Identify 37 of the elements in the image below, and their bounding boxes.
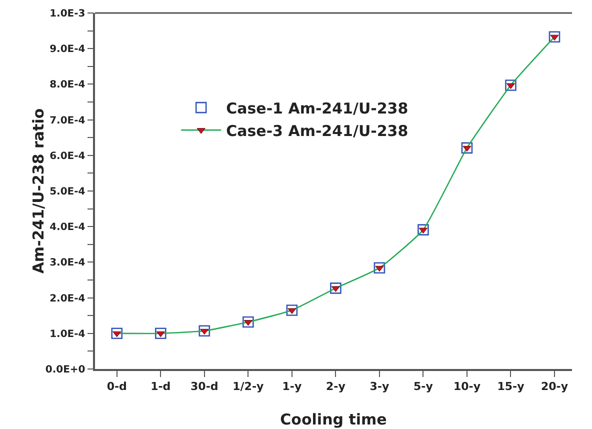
y-tick-label: 9.0E-4: [50, 44, 86, 56]
y-tick-label: 8.0E-4: [50, 80, 86, 91]
y-tick-label: 1.0E-3: [50, 8, 86, 20]
x-tick-label: 1/2-y: [232, 380, 264, 393]
y-tick-label: 4.0E-4: [50, 222, 86, 234]
x-tick-label: 30-d: [190, 380, 218, 393]
y-tick-label: 5.0E-4: [50, 186, 86, 198]
point: [374, 262, 386, 274]
x-tick-label: 20-y: [540, 380, 568, 393]
x-tick-label: 3-y: [370, 380, 390, 393]
x-tick-label: 2-y: [326, 380, 346, 393]
x-tick-label: 15-y: [497, 380, 524, 393]
point: [154, 328, 166, 340]
y-tick-label: 7.0E-4: [50, 115, 86, 126]
y-tick-label: 3.0E-4: [50, 258, 86, 269]
x-tick-label: 0-d: [106, 380, 127, 393]
point: [461, 142, 473, 154]
point: [505, 80, 516, 91]
y-axis-title: Am-241/U-238 ratio: [30, 108, 48, 274]
x-tick-label: 1-d: [150, 380, 171, 393]
point: [418, 224, 429, 236]
point: [286, 304, 298, 316]
y-tick-label: 0.0E+0: [45, 364, 86, 376]
legend-label: Case-3 Am-241/U-238: [226, 122, 408, 140]
point: [548, 31, 560, 42]
legend-label: Case-1 Am-241/U-238: [226, 99, 408, 118]
x-tick-label: 10-y: [453, 380, 480, 393]
x-tick-label: 5-y: [414, 380, 433, 393]
point: [330, 282, 342, 294]
x-axis-title: Cooling time: [280, 410, 387, 428]
y-tick-label: 2.0E-4: [50, 293, 86, 304]
y-tick-label: 1.0E-4: [50, 328, 86, 340]
x-tick-label: 1-y: [282, 380, 302, 393]
point: [242, 316, 254, 328]
y-tick-label: 6.0E-4: [50, 150, 86, 162]
point: [111, 328, 123, 340]
point: [198, 325, 210, 337]
